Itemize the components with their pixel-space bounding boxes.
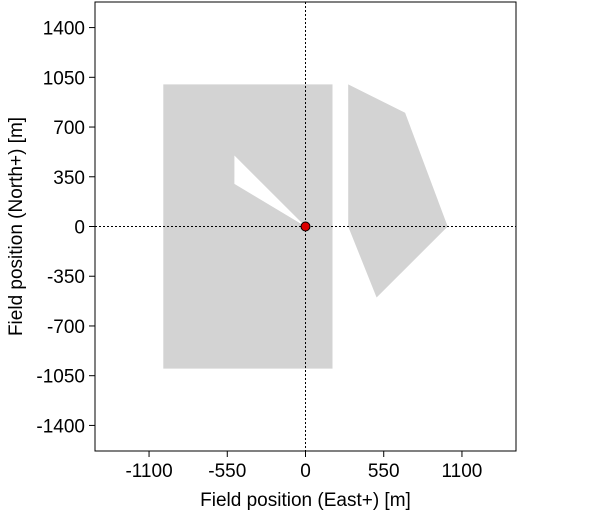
y-axis-ticks: 1400 1050 700 350 0 -350 -700 -1050 -1400: [36, 19, 95, 437]
field-region-2: [234, 155, 306, 227]
y-tick-label: 1400: [43, 19, 85, 40]
x-tick-label: 550: [368, 461, 400, 482]
y-tick-label: 0: [74, 218, 85, 239]
y-tick-label: -1400: [36, 416, 85, 437]
y-tick-label: 700: [53, 118, 85, 139]
x-axis-ticks: -1100 -550 0 550 1100: [125, 451, 482, 482]
y-tick-label: -350: [47, 267, 85, 288]
y-tick-label: -1050: [36, 367, 85, 388]
x-tick-label: -550: [208, 461, 246, 482]
x-axis-label: Field position (East+) [m]: [200, 490, 411, 511]
x-tick-label: 0: [300, 461, 311, 482]
x-tick-label: -1100: [125, 461, 172, 482]
origin-marker: [300, 221, 311, 232]
y-tick-label: 1050: [43, 68, 85, 89]
origin-marker-layer: [300, 221, 311, 232]
field-region-3: [348, 84, 448, 298]
x-tick-label: 1100: [442, 461, 483, 482]
y-axis-label: Field position (North+) [m]: [6, 117, 27, 336]
y-tick-label: 350: [53, 168, 85, 189]
y-tick-label: -700: [47, 317, 85, 338]
